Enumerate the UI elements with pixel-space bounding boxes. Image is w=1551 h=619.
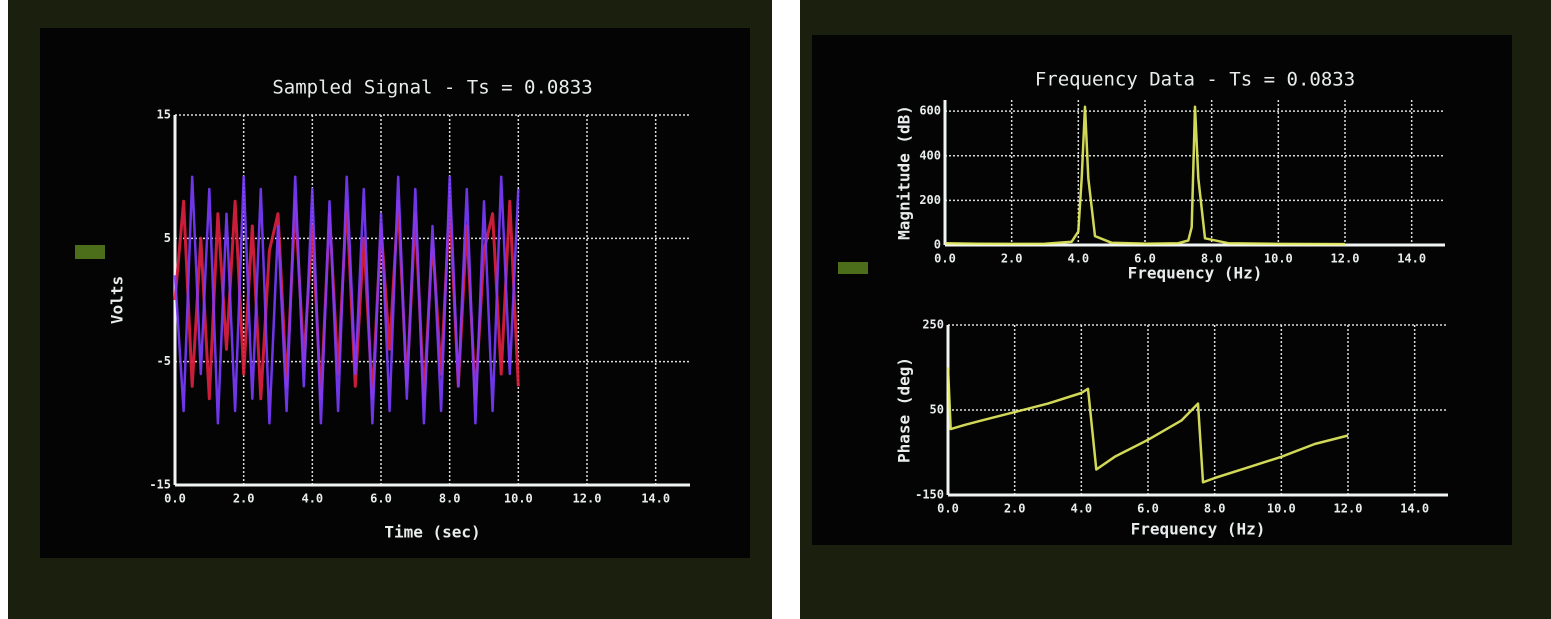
x-tick-label: 12.0	[1334, 502, 1363, 516]
x-tick-label: 14.0	[1397, 252, 1426, 266]
y-tick-label: -15	[149, 478, 171, 492]
x-tick-label: 8.0	[1201, 252, 1223, 266]
x-tick-label: 8.0	[439, 492, 461, 506]
y-tick-label: 250	[922, 318, 944, 332]
x-tick-label: 6.0	[1134, 252, 1156, 266]
series-line	[173, 175, 520, 425]
y-tick-label: -150	[915, 488, 944, 502]
series-line	[946, 367, 1349, 484]
x-tick-label: 12.0	[573, 492, 602, 506]
series-line	[944, 105, 1346, 246]
x-tick-label: 12.0	[1331, 252, 1360, 266]
x-tick-label: 14.0	[1400, 502, 1429, 516]
y-axis-label: Volts	[108, 276, 127, 324]
x-tick-label: 10.0	[504, 492, 533, 506]
y-tick-label: -5	[157, 354, 171, 368]
x-tick-label: 2.0	[1004, 502, 1026, 516]
chart-title: Sampled Signal - Ts = 0.0833	[272, 77, 592, 99]
x-tick-label: 6.0	[370, 492, 392, 506]
y-tick-label: 0	[934, 238, 941, 252]
x-tick-label: 4.0	[301, 492, 323, 506]
x-tick-label: 6.0	[1137, 502, 1159, 516]
x-tick-label: 0.0	[164, 492, 186, 506]
y-tick-label: 600	[919, 104, 941, 118]
x-tick-label: 0.0	[934, 252, 956, 266]
x-axis-label: Frequency (Hz)	[1131, 520, 1266, 539]
glare	[75, 245, 105, 259]
x-axis-label: Frequency (Hz)	[1128, 264, 1263, 283]
x-tick-label: 4.0	[1067, 252, 1089, 266]
y-tick-label: 15	[157, 108, 171, 122]
y-tick-label: 5	[164, 231, 171, 245]
x-tick-label: 4.0	[1070, 502, 1092, 516]
y-axis-label: Magnitude (dB)	[895, 105, 914, 240]
y-tick-label: 50	[930, 403, 944, 417]
x-tick-label: 8.0	[1204, 502, 1226, 516]
y-axis-label: Phase (deg)	[895, 357, 914, 463]
x-tick-label: 10.0	[1264, 252, 1293, 266]
x-tick-label: 2.0	[1001, 252, 1023, 266]
screen-right	[812, 35, 1512, 545]
chart-title: Frequency Data - Ts = 0.0833	[1035, 69, 1355, 91]
x-tick-label: 14.0	[641, 492, 670, 506]
glare	[838, 262, 868, 274]
y-tick-label: 200	[919, 193, 941, 207]
x-tick-label: 2.0	[233, 492, 255, 506]
y-tick-label: 400	[919, 148, 941, 162]
x-tick-label: 0.0	[937, 502, 959, 516]
x-tick-label: 10.0	[1267, 502, 1296, 516]
x-axis-label: Time (sec)	[384, 523, 480, 542]
